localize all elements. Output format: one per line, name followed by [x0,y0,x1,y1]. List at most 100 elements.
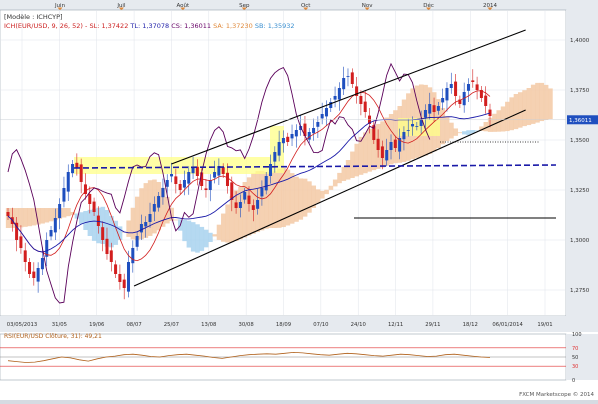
kumo-cloud-strip [83,211,88,230]
rsi-tick-label: 100 [572,332,582,338]
candle-body [118,274,122,282]
candle-body [105,238,109,254]
candle-body [441,98,445,103]
kumo-cloud-strip [444,116,450,141]
candle-body [264,176,268,191]
candle-body [23,250,27,262]
kumo-cloud-strip [130,207,136,240]
kumo-cloud-strip [500,106,506,132]
candle-body [454,81,458,96]
kumo-cloud-strip [526,88,532,126]
month-marker [487,7,493,11]
candle-body [101,227,105,240]
month-marker [241,7,247,11]
candle-body [337,88,341,100]
candle-body [204,188,208,190]
kumo-cloud-strip [474,130,480,132]
kumo-cloud-strip [44,208,50,223]
candle-body [419,120,423,126]
kumo-cloud-strip [492,113,497,132]
date-tick-label: 30/08 [239,322,255,328]
kumo-cloud-strip [479,126,484,131]
kumo-cloud-strip [505,101,510,132]
date-axis-bg [0,316,598,332]
kumo-cloud-strip [117,226,123,240]
candle-body [294,130,298,137]
kumo-cloud-strip [203,229,209,248]
kumo-cloud-strip [199,226,205,251]
kumo-cloud-strip [225,204,230,243]
candle-body [144,222,148,227]
candle-body [346,76,350,77]
month-marker [364,7,370,11]
kumo-cloud-strip [535,82,540,123]
date-tick-label: 19/01 [537,322,552,328]
date-axis: 03/05/2013 31/05 19/06 08/07 25/07 13/08 30/08… [0,316,598,332]
month-marker [426,7,432,11]
kumo-cloud-strip [517,92,523,128]
kumo-cloud-strip [212,234,218,237]
kumo-cloud-strip [294,176,299,222]
candle-body [380,146,384,158]
candle-body [178,184,182,190]
candle-body [195,166,199,176]
candle-body [260,188,264,197]
legend-entry: CS: 1,36011 [169,22,211,30]
channel-top [171,29,526,165]
candle-body [71,164,75,174]
price-tick-label: 1,3750 [570,88,590,94]
candle-body [213,172,217,178]
kumo-cloud-strip [186,220,192,248]
candle-body [316,122,320,127]
kumo-cloud-strip [453,128,459,136]
candle-body [148,214,152,222]
kumo-cloud-strip [31,208,37,226]
candle-body [58,204,62,218]
kumo-cloud-strip [457,132,463,134]
last-price-tag [567,115,598,125]
date-tick-label: 12/11 [388,322,403,328]
rsi-line [7,351,491,363]
candle-body [109,250,113,262]
candle-body [303,123,307,136]
kumo-cloud-strip [470,130,476,134]
month-label: Juin [54,3,66,9]
candle-body [174,176,178,184]
candle-body [269,164,273,176]
kumo-cloud-strip [298,178,304,220]
candle-body [393,139,397,148]
kumo-cloud-strip [190,222,196,252]
kumo-cloud-strip [74,213,80,219]
rsi-axis-bg [566,334,598,380]
price-tick-label: 1,4000 [570,38,590,44]
candle-body [290,134,294,139]
candle-body [363,101,367,112]
candle-body [208,180,212,190]
kumo-cloud-strip [350,151,355,178]
candle-body [256,200,260,209]
candle-body [471,80,475,82]
month-axis-bg [0,0,598,10]
candle-body [66,172,70,192]
price-tick-label: 1,3000 [570,238,590,244]
candle-body [406,130,410,131]
month-label: Sep [239,3,250,9]
kumo-cloud-strip [18,208,24,228]
kumo-cloud-strip [466,130,471,136]
candle-body [36,268,40,282]
kumo-cloud-strip [268,172,273,229]
candle-body [62,188,66,202]
candle-body [251,205,255,210]
candle-body [135,236,139,247]
candle-body [79,164,83,182]
kumo-cloud-strip [173,219,179,221]
kumo-cloud-strip [289,173,295,224]
kumo-cloud-strip [440,108,446,145]
candle-body [83,184,87,194]
month-marker [303,7,309,11]
kumo-cloud-strip [139,188,144,240]
price-plot [0,9,567,317]
kumo-cloud-strip [160,187,166,227]
candle-body [88,194,92,204]
